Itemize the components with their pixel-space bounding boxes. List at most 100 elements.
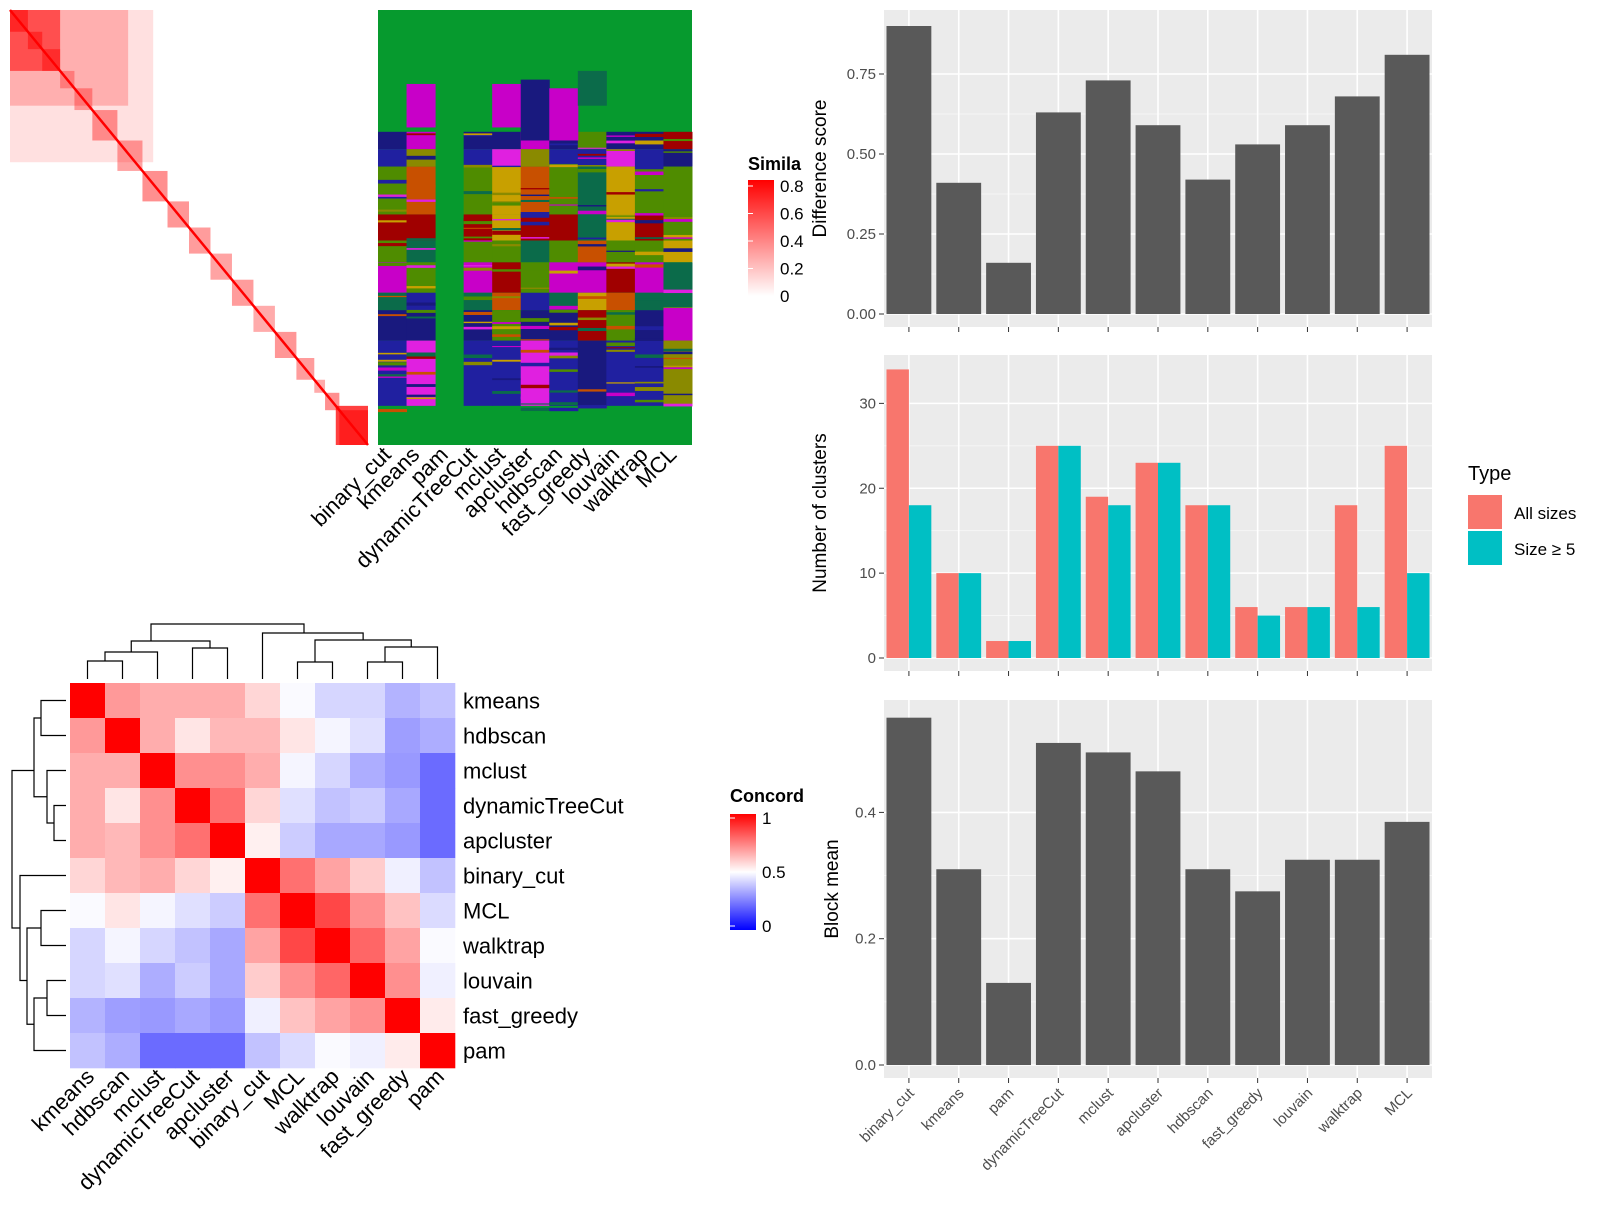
concordance-cell-pam-binary-cut (245, 1033, 281, 1069)
bar-mclust-size-5 (1108, 505, 1131, 658)
membership-block (577, 70, 607, 106)
concordance-cell-apcluster-kmeans (70, 823, 106, 859)
concordance-cell-louvain-dynamictreecut (175, 963, 211, 999)
concordance-cell-hdbscan-fast-greedy (385, 718, 421, 754)
concordance-cell-dynamictreecut-kmeans (70, 788, 106, 824)
membership-stripe (492, 378, 522, 381)
dendrogram-branch (296, 661, 334, 679)
membership-band (492, 262, 522, 293)
membership-band (634, 340, 664, 406)
dendrogram-branch (33, 717, 47, 798)
membership-stripe (577, 153, 607, 156)
membership-stripe (492, 269, 522, 272)
dendrogram-branch (384, 646, 439, 679)
concordance-cell-louvain-mcl (280, 963, 316, 999)
membership-stripe (577, 296, 607, 299)
membership-stripe (406, 201, 436, 204)
membership-stripe (634, 387, 664, 391)
membership-stripe (463, 354, 493, 357)
membership-band (606, 310, 636, 341)
bar-fast-greedy (1235, 891, 1281, 1065)
y-tick-label-0-2: 0.2 (855, 931, 876, 948)
concordance-cell-dynamictreecut-dynamictreecut (175, 788, 211, 824)
membership-band (606, 292, 636, 311)
membership-stripe (378, 402, 408, 406)
membership-stripe (549, 164, 579, 168)
concordance-cell-walktrap-apcluster (210, 928, 246, 964)
y-tick-label-0-00: 0.00 (847, 306, 876, 323)
membership-band (463, 340, 493, 406)
concordance-cell-apcluster-walktrap (315, 823, 351, 859)
membership-stripe (606, 250, 636, 252)
membership-stripe (663, 348, 693, 352)
concordance-cell-mcl-mcl (280, 893, 316, 929)
membership-stripe (378, 314, 408, 317)
membership-stripe (406, 397, 436, 400)
membership-stripe (663, 403, 693, 407)
concordance-cell-mclust-dynamictreecut (175, 753, 211, 789)
membership-stripe (634, 237, 664, 239)
concordance-legend-tick-0: 0 (762, 917, 771, 936)
concordance-cell-kmeans-mclust (140, 683, 176, 719)
membership-band (492, 240, 522, 263)
bar-walktrap-all-sizes (1334, 505, 1358, 658)
membership-band (549, 240, 579, 263)
membership-band (634, 292, 664, 311)
concordance-cell-hdbscan-walktrap (315, 718, 351, 754)
concordance-cell-mcl-walktrap (315, 893, 351, 929)
membership-band (463, 262, 493, 293)
membership-band (549, 292, 579, 311)
membership-stripe (406, 133, 436, 136)
membership-stripe (663, 248, 693, 252)
membership-stripe (549, 270, 579, 274)
membership-stripe (378, 179, 408, 184)
membership-band (520, 292, 550, 311)
concordance-cell-mclust-binary-cut (245, 753, 281, 789)
concordance-cell-mclust-louvain (350, 753, 386, 789)
bar-dynamictreecut-all-sizes (1035, 445, 1059, 658)
concordance-cell-louvain-louvain (350, 963, 386, 999)
concordance-cell-fast-greedy-binary-cut (245, 998, 281, 1034)
membership-stripe (634, 298, 664, 301)
concordance-cell-binary-cut-mclust (140, 858, 176, 894)
bar-x-tick-label-pam: pam (985, 1085, 1018, 1118)
y-tick-label-0-4: 0.4 (855, 804, 876, 821)
bar-apcluster (1135, 125, 1181, 314)
membership-stripe (406, 316, 436, 319)
membership-stripe (634, 213, 664, 216)
bar-hdbscan (1185, 869, 1231, 1065)
concordance-cell-dynamictreecut-mclust (140, 788, 176, 824)
membership-stripe (634, 220, 664, 224)
membership-stripe (634, 140, 664, 145)
concordance-cell-pam-hdbscan (105, 1033, 141, 1069)
concordance-cell-fast-greedy-mclust (140, 998, 176, 1034)
membership-band (663, 149, 693, 167)
membership-stripe (634, 133, 664, 138)
top-dendrogram (86, 623, 439, 679)
membership-band (577, 310, 607, 341)
membership-stripe (406, 199, 436, 202)
bar-apcluster-all-sizes (1135, 462, 1158, 658)
membership-stripe (463, 265, 493, 267)
type-legend-title: Type (1468, 463, 1511, 485)
membership-stripe (577, 261, 607, 263)
concordance-cell-mcl-pam (420, 893, 456, 929)
concordance-cell-mcl-fast-greedy (385, 893, 421, 929)
membership-stripe (520, 403, 550, 405)
membership-stripe (492, 244, 522, 247)
concordance-cell-mcl-mclust (140, 893, 176, 929)
concordance-cell-louvain-mclust (140, 963, 176, 999)
legend-key-all-sizes (1468, 495, 1502, 529)
concordance-cell-pam-walktrap (315, 1033, 351, 1069)
concordance-cell-kmeans-walktrap (315, 683, 351, 719)
membership-block (549, 88, 579, 141)
membership-stripe (549, 197, 579, 199)
membership-stripe (634, 381, 664, 384)
membership-stripe (577, 389, 607, 392)
concordance-cell-louvain-binary-cut (245, 963, 281, 999)
concordance-cell-apcluster-dynamictreecut (175, 823, 211, 859)
dendrogram-branch (53, 804, 66, 842)
concordance-cell-pam-louvain (350, 1033, 386, 1069)
membership-stripe (406, 309, 436, 313)
concordance-cell-hdbscan-mclust (140, 718, 176, 754)
